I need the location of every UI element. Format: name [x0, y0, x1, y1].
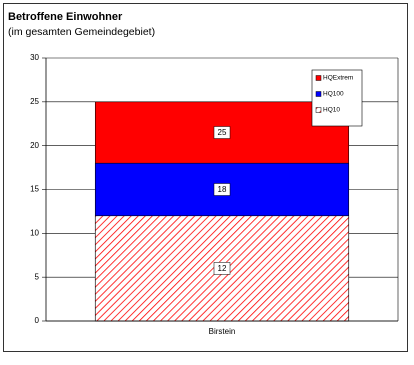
legend-swatch [315, 107, 322, 113]
value-label: 18 [218, 185, 227, 194]
y-tick-label: 20 [30, 141, 39, 150]
legend-label: HQ100 [323, 91, 344, 98]
x-tick-label: Birstein [209, 327, 236, 336]
plot: 0 5 10 15 20 25 30 Birstein 25 18 12 HQExtrem HQ100 H… [30, 53, 399, 336]
value-label-box [213, 183, 231, 196]
y-tick-label: 5 [35, 272, 40, 281]
legend-label: HQ10 [323, 107, 340, 114]
legend-label: HQExtrem [323, 75, 353, 82]
legend-swatch [315, 75, 322, 81]
value-label: 25 [218, 128, 227, 137]
legend-swatch [315, 91, 322, 97]
y-tick-label: 10 [30, 228, 39, 237]
value-label: 12 [218, 264, 227, 273]
chart-title: Betroffene Einwohner [8, 11, 123, 23]
y-tick-label: 30 [30, 53, 39, 62]
chart-subtitle: (im gesamten Gemeindegebiet) [8, 26, 155, 38]
y-tick-label: 25 [30, 97, 39, 106]
y-tick-label: 0 [35, 316, 40, 325]
value-label-box [213, 262, 231, 275]
value-label-box [213, 126, 231, 139]
y-tick-label: 15 [30, 185, 39, 194]
